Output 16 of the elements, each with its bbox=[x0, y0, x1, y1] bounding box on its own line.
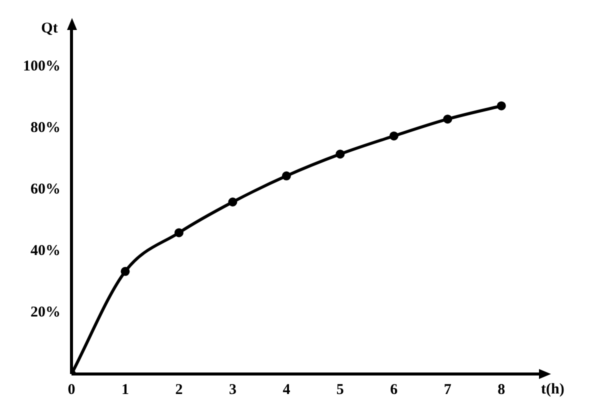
y-tick-label: 20% bbox=[30, 304, 60, 320]
x-tick-label: 3 bbox=[228, 382, 236, 398]
x-tick-label: 7 bbox=[444, 382, 452, 398]
y-axis-title: Qt bbox=[41, 20, 58, 36]
y-tick-label: 80% bbox=[30, 120, 60, 136]
x-tick-label: 0 bbox=[68, 382, 76, 398]
x-tick-label: 8 bbox=[498, 382, 506, 398]
y-tick-label: 100% bbox=[23, 58, 60, 75]
x-tick-label: 6 bbox=[390, 382, 398, 398]
y-tick-label: 60% bbox=[30, 182, 60, 198]
y-tick-label: 40% bbox=[30, 243, 60, 260]
x-tick-label: 5 bbox=[336, 382, 344, 398]
x-tick-label: 4 bbox=[282, 382, 291, 398]
x-axis-title: t(h) bbox=[541, 381, 564, 398]
x-tick-label: 2 bbox=[175, 382, 183, 398]
x-tick-label: 1 bbox=[121, 382, 129, 398]
